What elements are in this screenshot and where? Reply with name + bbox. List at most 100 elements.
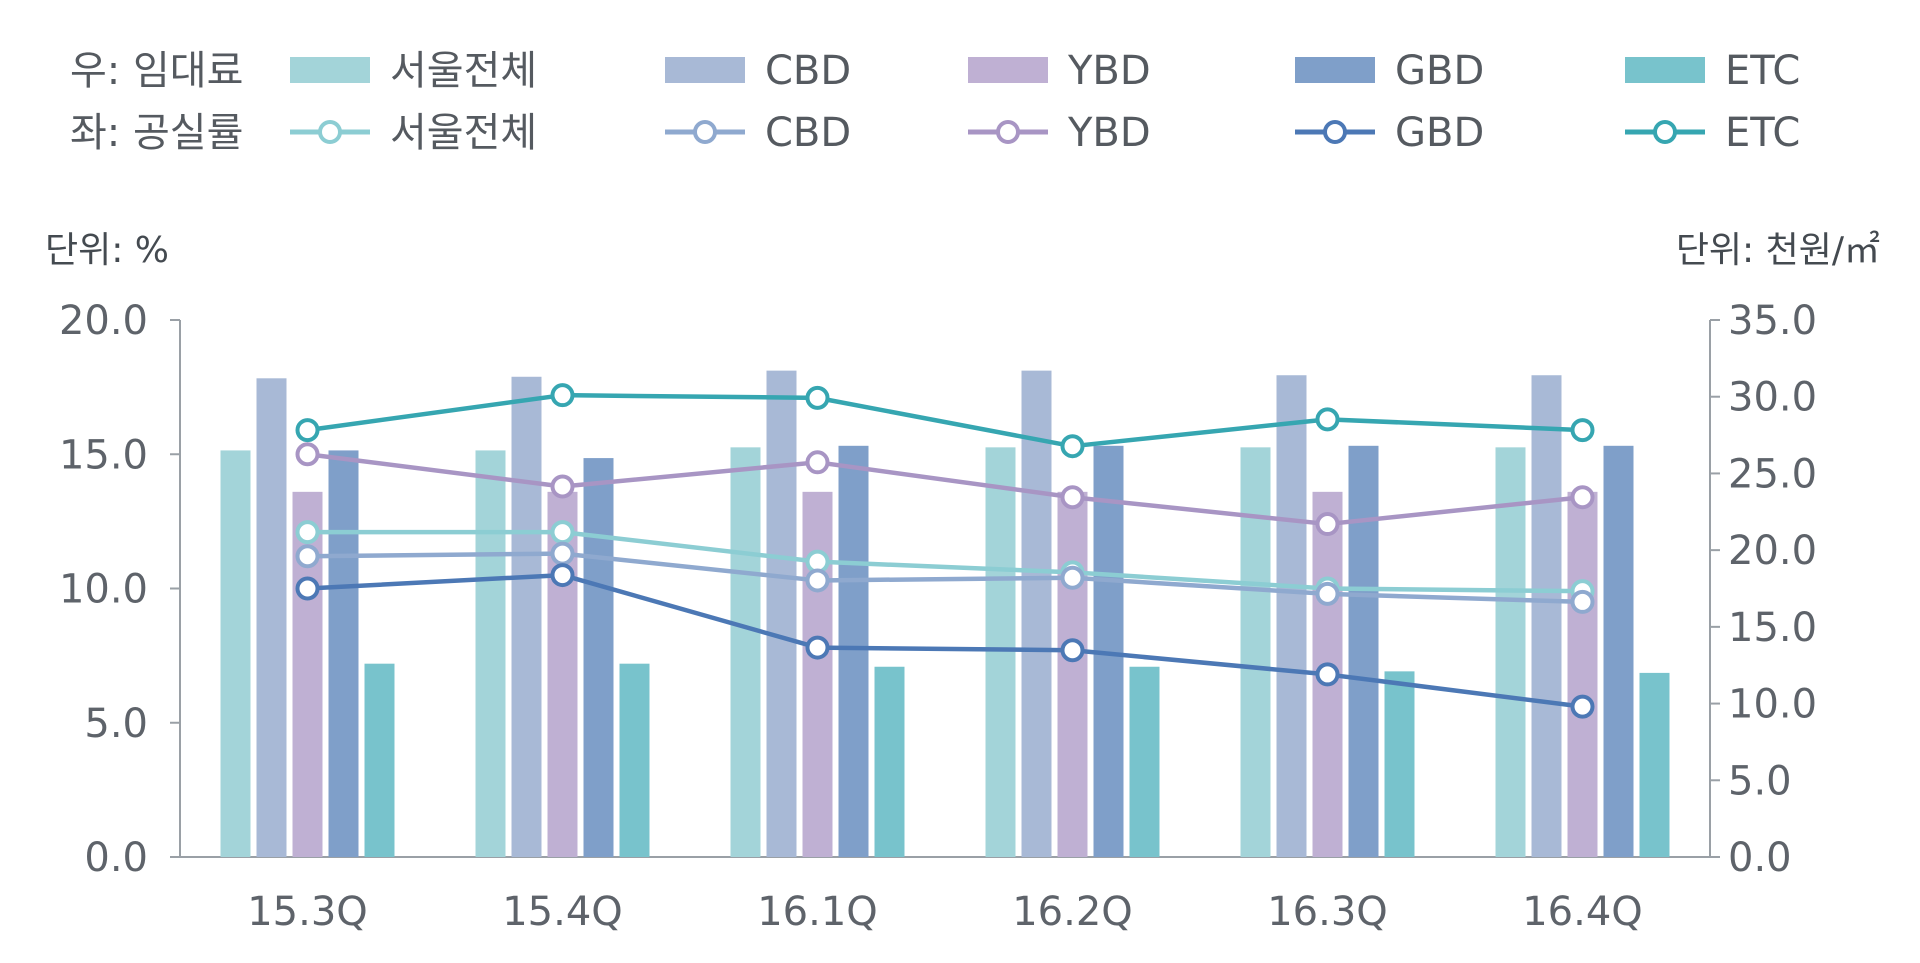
bar-4-15.3Q [328, 450, 359, 857]
legend-line-label-5: ETC [1725, 110, 1800, 156]
legend-line-label-4: GBD [1395, 110, 1484, 156]
legend-line-marker-1 [318, 120, 342, 144]
line-5-point-16.3Q [1315, 407, 1340, 432]
line-2-point-15.4Q [550, 541, 575, 566]
line-4 [307, 572, 1583, 709]
right-tick-label: 30.0 [1728, 375, 1817, 421]
line-1 [307, 529, 1583, 594]
bar-5-15.3Q [364, 663, 395, 857]
x-tick-label: 15.3Q [247, 889, 368, 935]
bar-5-16.4Q [1639, 672, 1670, 857]
line-1-point-15.4Q [550, 520, 575, 545]
axis-labels: 0.0 5.0 10.0 15.0 20.0 0.0 5.0 10.0 15.0 20.0 25.0… [45, 229, 1880, 935]
legend-bar-swatch-3 [968, 57, 1048, 83]
legend-line-marker-4 [1323, 120, 1347, 144]
legend-line-marker-5 [1653, 120, 1677, 144]
line-3-point-16.4Q [1570, 485, 1595, 510]
line-3-point-16.2Q [1060, 485, 1085, 510]
legend-bar-label-5: ETC [1725, 48, 1800, 94]
x-tick-label: 15.4Q [502, 889, 623, 935]
bar-3-16.2Q [1057, 491, 1088, 857]
left-tick-label: 0.0 [84, 835, 148, 881]
bar-1-16.1Q [730, 447, 761, 857]
bar-2-16.3Q [1276, 375, 1307, 857]
legend-bar-label-1: 서울전체 [390, 48, 537, 94]
bar-4-15.4Q [583, 458, 614, 857]
x-tick-label: 16.2Q [1012, 889, 1133, 935]
left-tick-label: 10.0 [59, 567, 148, 613]
bar-1-16.4Q [1495, 447, 1526, 857]
line-2-point-16.2Q [1060, 565, 1085, 590]
bar-5-16.1Q [874, 666, 905, 857]
right-tick-label: 10.0 [1728, 682, 1817, 728]
line-2-point-15.3Q [295, 544, 320, 569]
bar-3-16.1Q [802, 491, 833, 857]
right-tick-label: 20.0 [1728, 528, 1817, 574]
bar-2-15.3Q [256, 378, 287, 857]
line-4-point-15.4Q [550, 563, 575, 588]
line-3-point-16.1Q [805, 450, 830, 475]
line-5-point-16.2Q [1060, 434, 1085, 459]
legend-line-label-1: 서울전체 [390, 110, 537, 156]
bar-1-15.3Q [220, 450, 251, 857]
line-3-point-15.3Q [295, 442, 320, 467]
line-4-point-16.4Q [1570, 694, 1595, 719]
line-series [295, 383, 1595, 719]
line-4-point-15.3Q [295, 576, 320, 601]
bar-1-16.3Q [1240, 447, 1271, 857]
left-axis-unit: 단위: % [45, 230, 169, 271]
left-tick-label: 5.0 [84, 701, 148, 747]
legend-bar-label-2: CBD [765, 48, 851, 94]
legend-line-marker-2 [693, 120, 717, 144]
legend-bar-swatch-4 [1295, 57, 1375, 83]
line-5 [307, 392, 1583, 449]
line-3-point-16.3Q [1315, 512, 1340, 537]
bar-5-16.2Q [1129, 666, 1160, 857]
right-tick-label: 25.0 [1728, 451, 1817, 497]
line-5-point-16.4Q [1570, 418, 1595, 443]
right-tick-label: 0.0 [1728, 835, 1792, 881]
legend-bar-swatch-1 [290, 57, 370, 83]
line-2 [307, 551, 1583, 605]
bar-series [220, 370, 1670, 857]
right-axis-unit: 단위: 천원/㎡ [1676, 229, 1880, 271]
legend-line-label-2: CBD [765, 110, 851, 156]
bar-2-16.1Q [766, 370, 797, 857]
bar-2-16.2Q [1021, 370, 1052, 857]
right-tick-label: 15.0 [1728, 605, 1817, 651]
left-tick-label: 20.0 [59, 298, 148, 344]
bar-2-15.4Q [511, 376, 542, 857]
bar-5-16.3Q [1384, 671, 1415, 857]
legend-bar-swatch-2 [665, 57, 745, 83]
bar-4-16.1Q [838, 445, 869, 857]
legend-bar-swatch-5 [1625, 57, 1705, 83]
line-5-point-15.4Q [550, 383, 575, 408]
line-1-point-15.3Q [295, 520, 320, 545]
bar-1-16.2Q [985, 447, 1016, 857]
line-5-point-16.1Q [805, 385, 830, 410]
bar-3-16.4Q [1567, 491, 1598, 857]
bar-1-15.4Q [475, 450, 506, 857]
legend-bar-label-4: GBD [1395, 48, 1484, 94]
x-tick-label: 16.3Q [1267, 889, 1388, 935]
right-tick-label: 35.0 [1728, 298, 1817, 344]
bar-2-16.4Q [1531, 375, 1562, 857]
line-4-point-16.2Q [1060, 638, 1085, 663]
line-2-point-16.4Q [1570, 589, 1595, 614]
line-3-point-15.4Q [550, 474, 575, 499]
bar-4-16.4Q [1603, 445, 1634, 857]
line-2-point-16.3Q [1315, 581, 1340, 606]
x-tick-label: 16.1Q [757, 889, 878, 935]
x-tick-label: 16.4Q [1522, 889, 1643, 935]
axes [170, 319, 1720, 858]
legend-line-label-3: YBD [1067, 110, 1151, 156]
legend-line-marker-3 [996, 120, 1020, 144]
legend-bar-group-label: 우: 임대료 [70, 48, 243, 94]
legend-line-group-label: 좌: 공실률 [70, 110, 243, 156]
bar-5-15.4Q [619, 663, 650, 857]
right-tick-label: 5.0 [1728, 758, 1792, 804]
line-3 [307, 452, 1583, 527]
